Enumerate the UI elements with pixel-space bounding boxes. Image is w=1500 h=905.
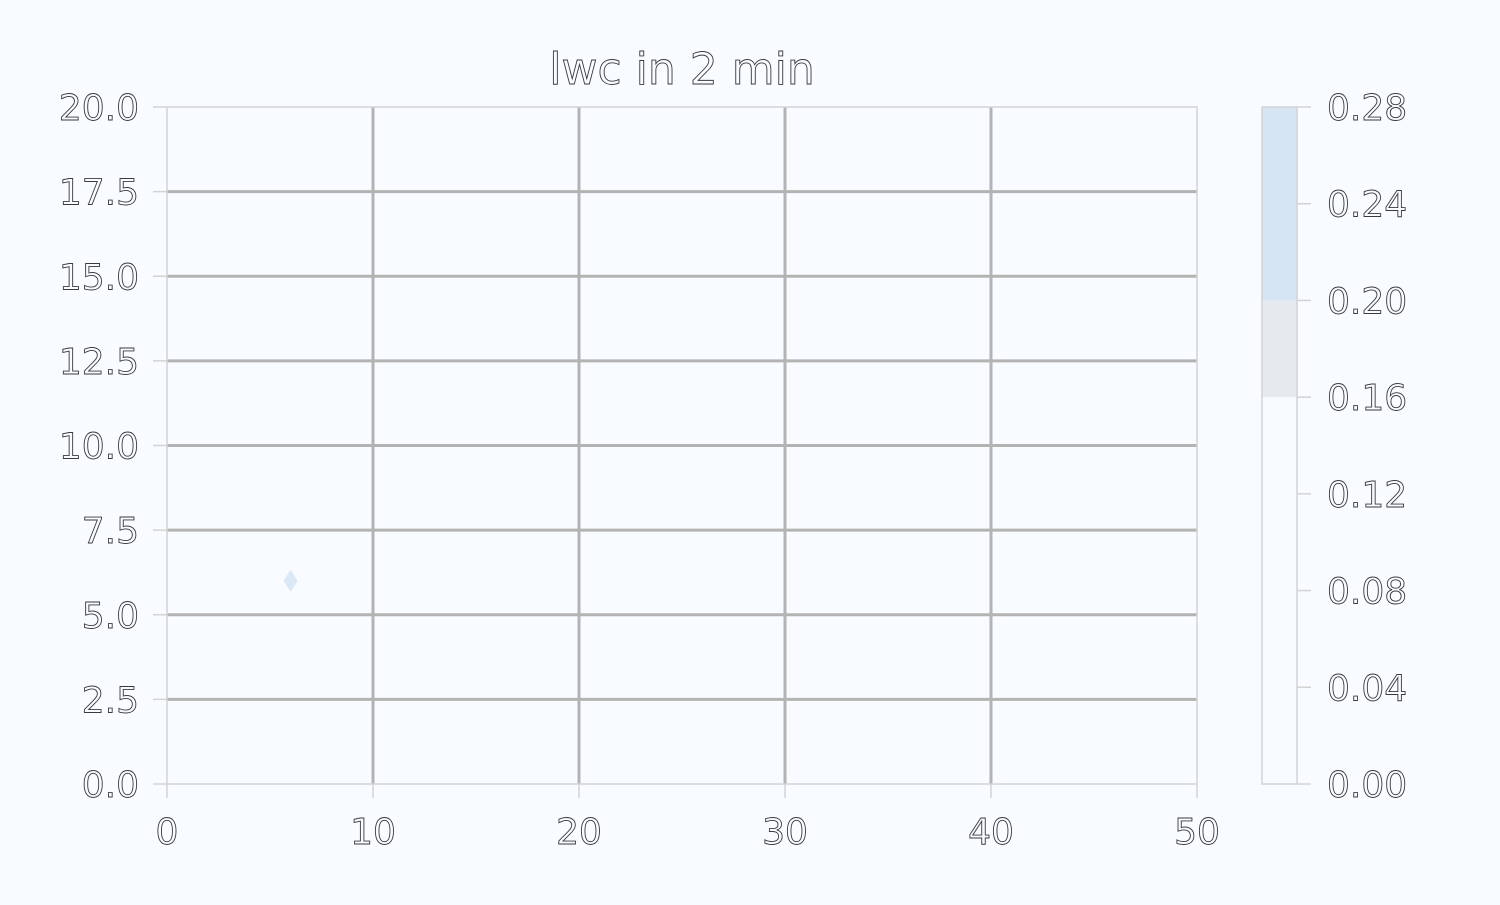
y-tick-label: 10.0 — [59, 427, 139, 468]
y-tick-label: 2.5 — [82, 680, 139, 721]
colorbar-tick-label: 0.00 — [1327, 765, 1407, 806]
colorbar-tick-label: 0.20 — [1327, 281, 1407, 322]
y-tick-label: 15.0 — [59, 257, 139, 298]
y-tick-label: 7.5 — [82, 511, 139, 552]
plot-area: 0 10 20 30 40 50 0.0 2.5 5.0 7.5 10.0 12.5 15.0 17.5 2… — [58, 88, 1220, 854]
colorbar-tick-label: 0.28 — [1327, 88, 1407, 129]
colorbar-band — [1262, 397, 1297, 784]
chart-title: lwc in 2 min — [549, 44, 814, 95]
colorbar-tick-label: 0.16 — [1327, 378, 1407, 419]
colorbar-tick-label: 0.08 — [1327, 572, 1407, 613]
x-tick-label: 50 — [1174, 812, 1220, 853]
y-tick-label: 12.5 — [59, 342, 139, 383]
x-tick-label: 10 — [350, 812, 396, 853]
colorbar-band — [1262, 300, 1297, 398]
data-point-marker — [283, 569, 298, 592]
colorbar: 0.00 0.04 0.08 0.12 0.16 0.20 0.24 0.28 — [1261, 88, 1408, 806]
colorbar-tick-label: 0.24 — [1327, 185, 1407, 226]
y-tick-label: 0.0 — [82, 765, 139, 806]
x-tick-label: 20 — [556, 812, 602, 853]
y-tick-label: 5.0 — [82, 596, 139, 637]
y-tick-label: 17.5 — [59, 173, 139, 214]
colorbar-tick-label: 0.04 — [1327, 668, 1407, 709]
y-tick-label: 20.0 — [59, 88, 139, 129]
colorbar-frame — [1261, 106, 1298, 785]
colorbar-tick-label: 0.12 — [1327, 475, 1407, 516]
x-tick-label: 30 — [762, 812, 808, 853]
x-tick-label: 40 — [968, 812, 1014, 853]
x-tick-label: 0 — [156, 812, 179, 853]
colorbar-band — [1262, 107, 1297, 301]
